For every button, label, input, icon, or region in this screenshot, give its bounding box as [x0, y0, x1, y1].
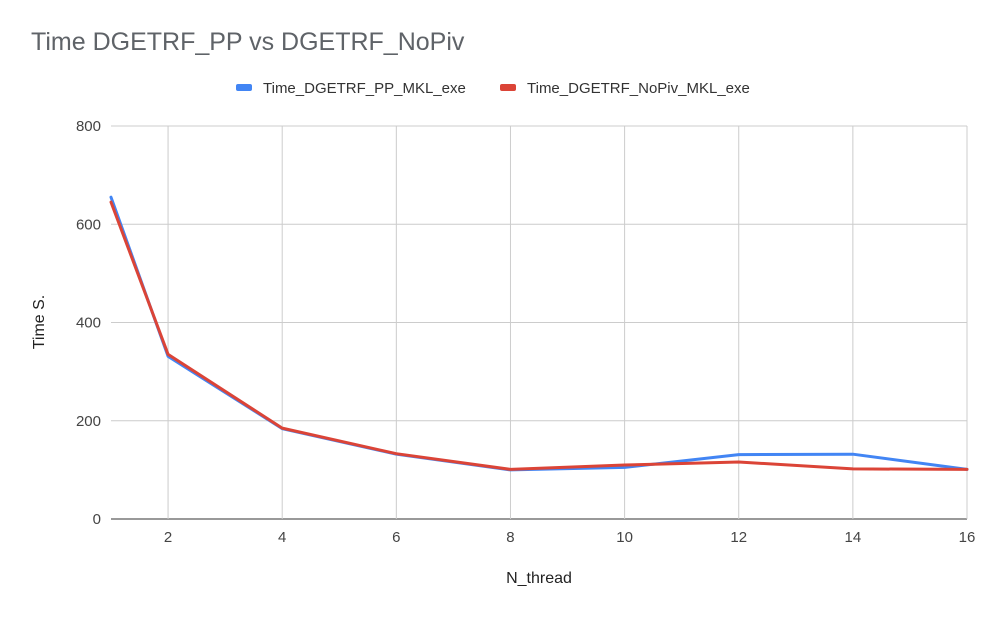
- x-tick-label: 8: [506, 529, 514, 546]
- x-tick-label: 14: [845, 529, 862, 546]
- y-tick-labels: 0 200 400 600 800: [76, 118, 101, 528]
- y-tick-label: 200: [76, 413, 101, 430]
- x-tick-label: 2: [164, 529, 172, 546]
- y-axis-title: Time S.: [31, 295, 48, 350]
- x-tick-label: 6: [392, 529, 400, 546]
- x-tick-label: 12: [730, 529, 747, 546]
- chart-title: Time DGETRF_PP vs DGETRF_NoPiv: [31, 28, 465, 56]
- x-tick-label: 16: [959, 529, 976, 546]
- legend-label: Time_DGETRF_PP_MKL_exe: [263, 80, 466, 97]
- x-tick-label: 4: [278, 529, 286, 546]
- legend-swatch: [500, 84, 516, 91]
- y-tick-label: 0: [93, 511, 101, 528]
- legend-label: Time_DGETRF_NoPiv_MKL_exe: [527, 80, 750, 97]
- y-tick-label: 800: [76, 118, 101, 135]
- x-tick-label: 10: [616, 529, 633, 546]
- y-tick-label: 400: [76, 315, 101, 332]
- series-line-2: [109, 200, 969, 471]
- grid-lines: [111, 125, 968, 520]
- x-axis-title: N_thread: [506, 570, 572, 587]
- series-lines: [109, 195, 969, 472]
- series-line-1: [109, 195, 969, 472]
- legend-swatch: [236, 84, 252, 91]
- y-tick-label: 600: [76, 216, 101, 233]
- legend: Time_DGETRF_PP_MKL_exe Time_DGETRF_NoPiv_…: [236, 80, 750, 97]
- x-tick-labels: 2 4 6 8 10 12 14 16: [164, 529, 975, 546]
